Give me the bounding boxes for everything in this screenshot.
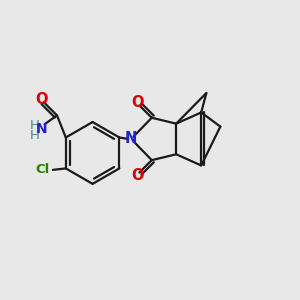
Text: N: N (124, 131, 137, 146)
Text: Cl: Cl (35, 164, 50, 176)
Text: O: O (131, 168, 144, 183)
Text: N: N (35, 122, 47, 136)
Text: O: O (35, 92, 48, 107)
Text: H: H (29, 119, 39, 132)
Text: O: O (131, 95, 144, 110)
Text: H: H (29, 129, 39, 142)
